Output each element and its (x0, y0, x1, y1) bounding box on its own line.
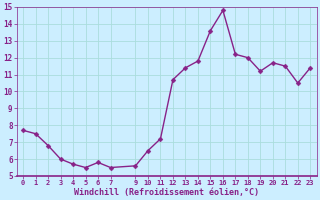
X-axis label: Windchill (Refroidissement éolien,°C): Windchill (Refroidissement éolien,°C) (74, 188, 259, 197)
